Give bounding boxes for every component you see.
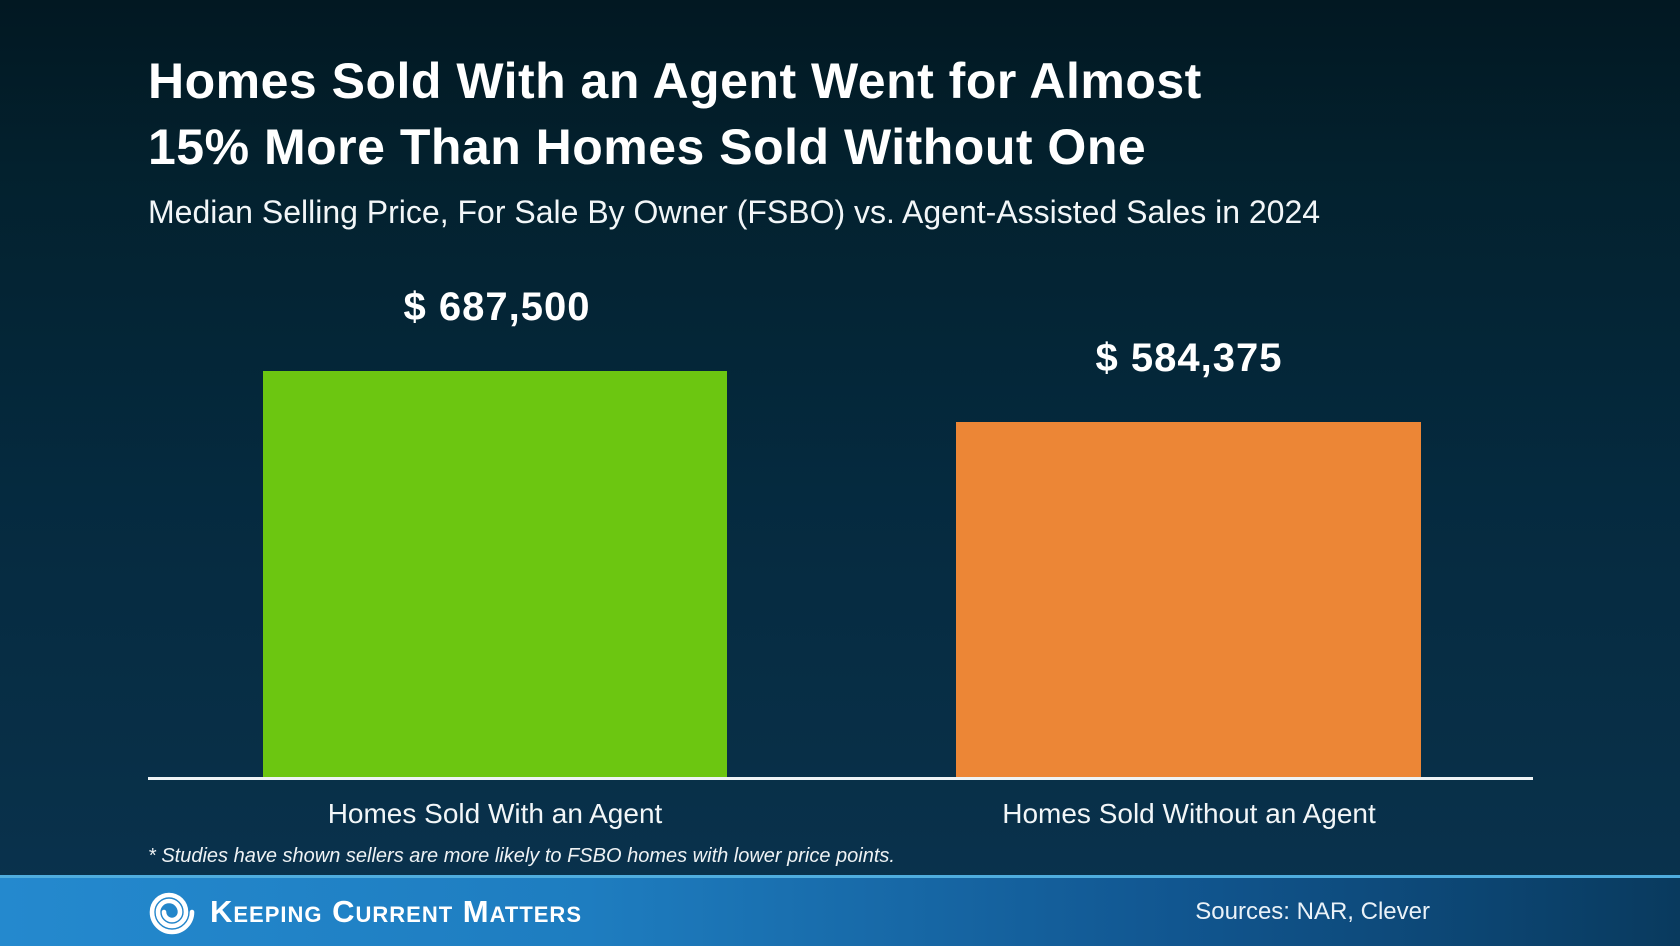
brand-name: Keeping Current Matters	[210, 894, 582, 929]
chart-title-line2: 15% More Than Homes Sold Without One	[148, 119, 1147, 175]
kcm-spiral-icon	[149, 892, 195, 935]
chart-subtitle: Median Selling Price, For Sale By Owner …	[148, 194, 1321, 230]
footer-bar: Keeping Current Matters Sources: NAR, Cl…	[0, 875, 1680, 946]
brand: Keeping Current Matters	[148, 878, 582, 946]
value-label-fsbo: $ 584,375	[1095, 336, 1283, 380]
footnote: * Studies have shown sellers are more li…	[148, 845, 895, 867]
chart-title-line1: Homes Sold With an Agent Went for Almost	[148, 53, 1202, 109]
value-label-agent: $ 687,500	[403, 285, 591, 329]
bar-agent	[263, 371, 727, 777]
bar-fsbo	[956, 422, 1421, 777]
sources-text: Sources: NAR, Clever	[1195, 898, 1430, 925]
category-label-agent: Homes Sold With an Agent	[327, 798, 663, 829]
category-label-fsbo: Homes Sold Without an Agent	[1002, 798, 1376, 829]
x-axis-line	[148, 777, 1533, 780]
chart-title: Homes Sold With an Agent Went for Almost…	[148, 48, 1202, 180]
